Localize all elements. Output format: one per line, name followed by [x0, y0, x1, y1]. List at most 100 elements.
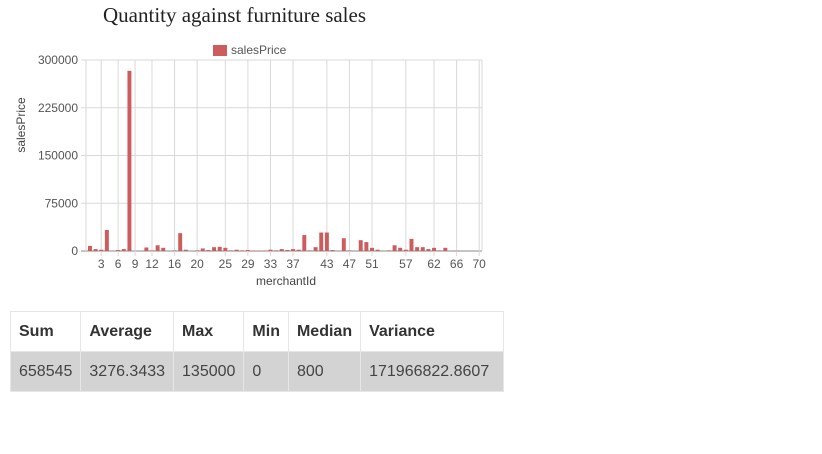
bar[interactable] [330, 250, 335, 251]
header-average: Average [80, 311, 175, 352]
bar[interactable] [392, 245, 397, 251]
value-max: 135000 [173, 351, 245, 392]
bar[interactable] [324, 232, 329, 251]
axes: 0 75000 150000 225000 300000 3 6 9 12 16 20 25 29 33 3… [38, 53, 486, 271]
stats-table: Sum Average Max Min Median Variance 6585… [9, 311, 505, 392]
x-tick-label: 33 [264, 257, 278, 271]
header-sum: Sum [9, 311, 82, 352]
bar[interactable] [161, 247, 166, 251]
x-tick-label: 9 [132, 257, 139, 271]
bar[interactable] [104, 229, 109, 251]
bar[interactable] [415, 247, 420, 251]
legend-label: salesPrice [231, 43, 287, 57]
bar[interactable] [443, 247, 448, 251]
bar[interactable] [245, 250, 250, 251]
bar[interactable] [437, 250, 442, 251]
value-average: 3276.3433 [80, 351, 175, 392]
bar[interactable] [274, 250, 279, 251]
bar[interactable] [403, 249, 408, 251]
x-tick-label: 12 [145, 257, 159, 271]
bar[interactable] [454, 250, 459, 252]
x-tick-label: 47 [343, 257, 357, 271]
value-min: 0 [243, 351, 289, 392]
bar[interactable] [398, 247, 403, 251]
y-tick-label: 225000 [38, 101, 78, 115]
bar[interactable] [87, 245, 92, 251]
bar[interactable] [183, 249, 188, 251]
bar[interactable] [99, 249, 104, 251]
x-tick-label: 25 [219, 257, 233, 271]
bar[interactable] [307, 250, 312, 251]
bar[interactable] [347, 250, 352, 251]
bar[interactable] [195, 250, 200, 251]
bar[interactable] [240, 250, 245, 251]
legend: salesPrice [213, 43, 287, 57]
bar[interactable] [257, 250, 262, 252]
bar[interactable] [93, 249, 98, 251]
value-sum: 658545 [9, 351, 82, 392]
bar[interactable] [268, 249, 273, 251]
bar[interactable] [217, 246, 222, 251]
bar[interactable] [116, 250, 121, 251]
stats-header-row: Sum Average Max Min Median Variance [9, 311, 505, 352]
value-variance: 171966822.8607 [360, 351, 505, 392]
bar[interactable] [285, 250, 290, 251]
bar[interactable] [302, 235, 307, 251]
header-max: Max [173, 311, 245, 352]
x-tick-label: 6 [115, 257, 122, 271]
bar[interactable] [375, 249, 380, 251]
bars [87, 70, 459, 252]
bar[interactable] [251, 250, 256, 252]
bar[interactable] [144, 247, 149, 251]
bar[interactable] [319, 232, 324, 251]
x-tick-label: 16 [168, 257, 182, 271]
bar[interactable] [229, 250, 233, 251]
bar[interactable] [370, 247, 374, 251]
x-tick-label: 70 [472, 257, 486, 271]
bar[interactable] [358, 240, 363, 251]
y-tick-label: 300000 [38, 53, 78, 67]
bar[interactable] [172, 250, 177, 251]
legend-swatch [213, 45, 227, 56]
bar[interactable] [223, 247, 228, 251]
bar[interactable] [206, 250, 211, 251]
bar[interactable] [155, 245, 160, 251]
y-tick-label: 75000 [45, 196, 79, 210]
bar[interactable] [178, 233, 183, 251]
x-tick-label: 3 [98, 257, 105, 271]
stats-value-row: 658545 3276.3433 135000 0 800 171966822.… [9, 351, 505, 392]
bar[interactable] [296, 249, 301, 251]
bar[interactable] [364, 242, 369, 251]
bar[interactable] [426, 249, 431, 251]
bar[interactable] [420, 247, 425, 251]
header-median: Median [287, 311, 362, 352]
bar[interactable] [432, 247, 437, 251]
bar[interactable] [212, 247, 217, 251]
bar[interactable] [409, 238, 414, 251]
bar-chart: 0 75000 150000 225000 300000 3 6 9 12 16 20 25 29 33 3… [14, 43, 486, 288]
bar[interactable] [313, 247, 318, 251]
x-tick-label: 29 [241, 257, 255, 271]
x-tick-label: 57 [399, 257, 413, 271]
bar[interactable] [291, 249, 295, 251]
x-tick-label: 37 [286, 257, 300, 271]
bar[interactable] [279, 249, 284, 251]
x-tick-label: 66 [450, 257, 464, 271]
bar[interactable] [127, 70, 132, 251]
y-tick-label: 0 [71, 244, 78, 258]
bar[interactable] [121, 249, 126, 251]
x-tick-label: 51 [365, 257, 379, 271]
x-axis-label: merchantId [256, 274, 316, 288]
bar[interactable] [200, 248, 205, 251]
bar[interactable] [234, 249, 239, 251]
bar[interactable] [262, 250, 267, 252]
x-tick-label: 20 [190, 257, 204, 271]
grid-lines [81, 59, 483, 256]
y-tick-label: 150000 [38, 149, 78, 163]
bar[interactable] [341, 238, 346, 251]
x-tick-label: 43 [320, 257, 334, 271]
header-variance: Variance [360, 311, 505, 352]
value-median: 800 [287, 351, 362, 392]
bar[interactable] [386, 250, 391, 251]
bar[interactable] [150, 250, 154, 251]
